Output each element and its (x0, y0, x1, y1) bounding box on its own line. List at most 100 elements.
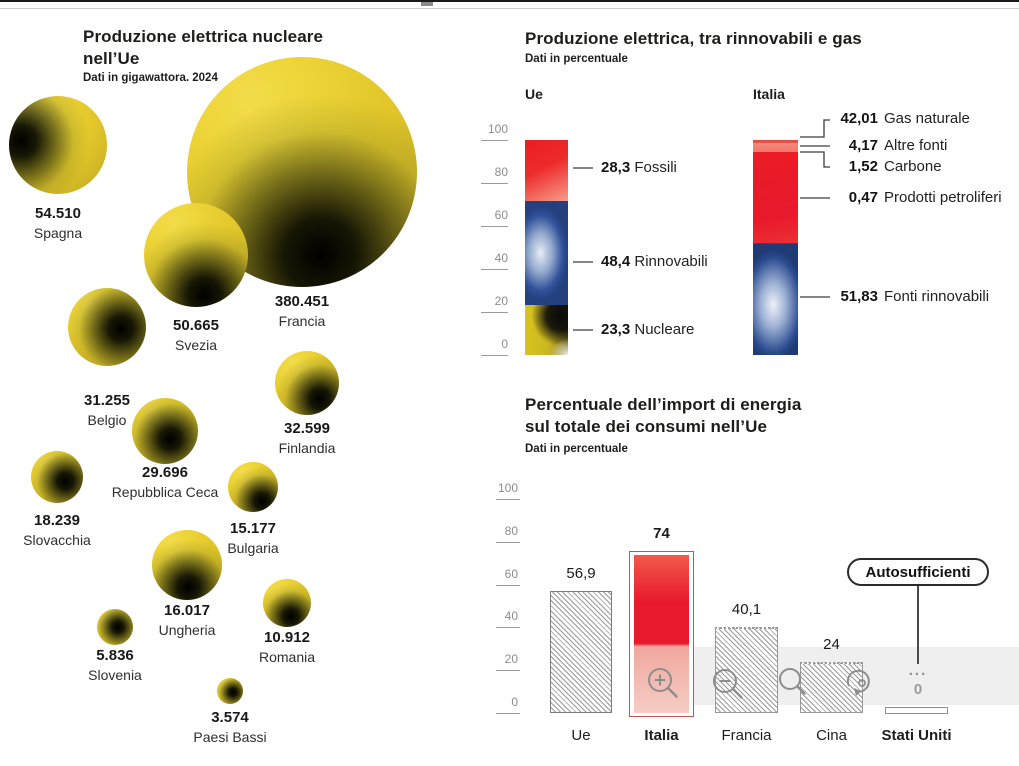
bubble-value: 54.510 (35, 205, 81, 222)
zero-value-label: 0 (913, 681, 923, 698)
axis-tick (481, 226, 508, 227)
search-icon[interactable] (776, 665, 810, 699)
bubble-paesi-bassi (217, 678, 243, 704)
callout-value-gas-naturale: 42,01 (840, 110, 878, 127)
callout-rinnovabili: 48,4 Rinnovabili (601, 253, 708, 270)
zoom-out-icon[interactable] (709, 665, 747, 703)
annotation-connector-line (917, 586, 919, 664)
bubble-label: 54.510 Spagna (0, 205, 178, 241)
bubble-belgio (68, 288, 146, 366)
bubble-label: 5.836 Slovenia (0, 647, 235, 683)
callout-value-fonti-rinnovabili: 51,83 (840, 288, 878, 305)
slice-rinnovabili (525, 200, 568, 305)
bubble-label: 29.696 Repubblica Ceca (45, 464, 285, 500)
bubble-finlandia (275, 351, 339, 415)
bubble-chart-title: Produzione elettrica nucleare nell’Ue (83, 27, 324, 68)
axis-tick (496, 499, 520, 500)
bubble-country: Slovenia (88, 667, 142, 683)
bubble-label: 16.017 Ungheria (67, 602, 307, 638)
bubble-country: Slovacchia (23, 532, 91, 548)
bubble-country: Finlandia (278, 440, 336, 456)
callout-value-altre-fonti: 4,17 (848, 137, 878, 154)
bubble-country: Repubblica Ceca (111, 484, 219, 500)
slice-fossili (525, 140, 568, 201)
bar-italia (634, 554, 689, 713)
bubble-country: Ungheria (158, 622, 216, 638)
axis-tick (496, 627, 520, 629)
bubble-country: Svezia (174, 337, 218, 353)
callout-value-prodotti-petroliferi: 0,47 (848, 189, 878, 206)
bubble-label: 10.912 Romania (167, 629, 407, 665)
bubble-romania (263, 579, 311, 627)
x-label-francia: Francia (721, 727, 772, 744)
x-label-ue: Ue (571, 727, 591, 744)
zoom-in-icon[interactable] (644, 664, 682, 702)
bubble-country: Francia (278, 313, 326, 329)
axis-tick-label: 100 (487, 122, 508, 136)
top-notch (421, 2, 433, 6)
bar-stati-uniti (885, 707, 948, 714)
bar-value-francia: 40,1 (731, 601, 762, 619)
axis-tick (496, 670, 520, 672)
bubble-label: 50.665 Svezia (76, 317, 316, 353)
axis-tick-label: 40 (494, 251, 508, 265)
bar-value-italia: 74 (653, 524, 670, 542)
axis-tick-label: 20 (504, 652, 518, 667)
axis-tick-label: 80 (504, 523, 518, 538)
slice-fonti-rinnovabili (753, 243, 798, 355)
axis-tick-label: 100 (497, 481, 518, 495)
top-border-line (0, 0, 1019, 2)
axis-tick (481, 183, 508, 184)
import-chart-title: Percentuale dell’import di energia sul t… (525, 395, 802, 436)
bubble-value: 29.696 (142, 464, 188, 481)
axis-tick-label: 0 (511, 695, 518, 709)
x-label-cina: Cina (816, 727, 847, 744)
callout-value: 48,4 (601, 253, 631, 270)
bubble-country: Paesi Bassi (193, 729, 267, 745)
ellipsis-icon: ... (908, 662, 928, 679)
axis-tick-label: 60 (494, 208, 508, 222)
bubble-value: 18.239 (34, 512, 80, 529)
bubble-slovacchia (31, 451, 83, 503)
bubble-chart-subtitle: Dati in gigawattora. 2024 (83, 72, 218, 84)
slice-carbone (753, 140, 798, 144)
axis-tick-label: 80 (494, 165, 508, 179)
bubble-value: 15.177 (230, 520, 276, 537)
slice-prodotti-petroliferi (753, 242, 798, 244)
axis-tick-label: 20 (494, 294, 508, 308)
bubble-value: 10.912 (264, 629, 310, 646)
bubble-slovenia (97, 609, 133, 645)
axis-tick (481, 355, 508, 356)
import-chart-subtitle: Dati in percentuale (525, 443, 628, 455)
callout-value-carbone: 1,52 (848, 158, 878, 175)
axis-tick (481, 140, 508, 141)
callout-nucleare: 23,3 Nucleare (601, 321, 695, 338)
bubble-country: Belgio (87, 412, 127, 428)
callout-label: Gas naturale (884, 110, 970, 127)
reset-icon[interactable] (843, 666, 875, 698)
autosufficienti-badge: Autosufficienti (847, 558, 989, 586)
x-label-stati-uniti: Stati Uniti (881, 727, 952, 744)
bubble-value: 31.255 (84, 392, 130, 409)
bubble-value: 50.665 (173, 317, 219, 334)
bubble-country: Bulgaria (227, 540, 279, 556)
bubble-country: Romania (258, 649, 316, 665)
bubble-value: 32.599 (284, 420, 330, 437)
top-divider-line (0, 8, 1019, 9)
axis-tick (496, 713, 520, 714)
slice-altre-fonti (753, 143, 798, 153)
bar-cina (800, 661, 863, 713)
bar-value-ue: 56,9 (566, 565, 596, 583)
axis-tick-label: 40 (504, 609, 518, 624)
bubble-label: 18.239 Slovacchia (0, 512, 177, 548)
axis-tick (481, 269, 508, 270)
bubble-svezia (144, 203, 248, 307)
axis-tick (481, 312, 508, 313)
bubble-ungheria (152, 530, 222, 600)
axis-tick-label: 0 (501, 337, 508, 351)
callout-label: Fonti rinnovabili (884, 288, 990, 305)
bubble-label: 15.177 Bulgaria (133, 520, 373, 556)
group-label-italia: Italia (753, 86, 785, 102)
callout-fossili: 28,3 Fossili (601, 159, 677, 176)
